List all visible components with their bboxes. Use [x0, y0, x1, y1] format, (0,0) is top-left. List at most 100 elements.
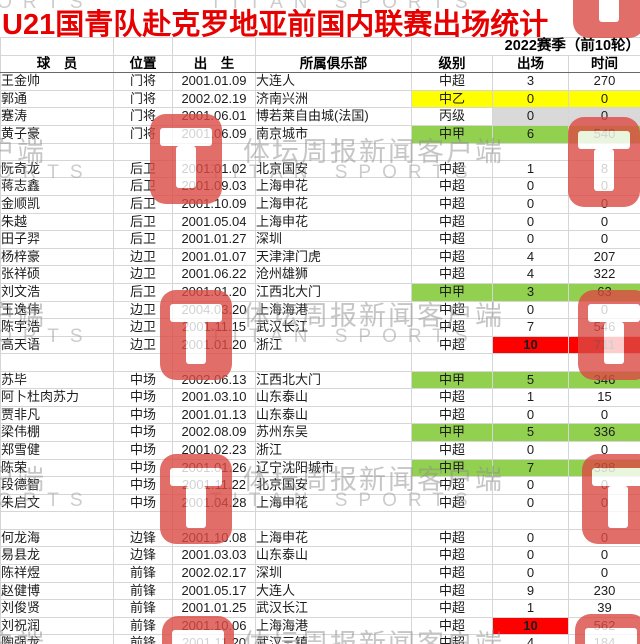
cell-level: 中甲 — [411, 370, 493, 390]
cell-level — [411, 511, 493, 530]
cell-level: 中超 — [411, 546, 493, 565]
player-row: 梁伟棚 中场 2002.08.09 苏州东吴 中甲 5 336 — [0, 423, 640, 443]
cell-time: 63 — [567, 283, 640, 302]
player-row: 阿卜杜肉苏力 中场 2001.03.10 山东泰山 中超 1 15 — [0, 388, 640, 407]
cell-level: 中超 — [411, 300, 493, 320]
cell-time: 207 — [567, 247, 640, 267]
cell-apps: 0 — [492, 563, 569, 583]
cell-level: 中超 — [411, 177, 493, 197]
cell-born: 2001.01.25 — [172, 599, 256, 618]
cell-born — [172, 353, 256, 372]
cell-position: 边卫 — [113, 300, 173, 320]
cell-apps: 1 — [492, 599, 569, 618]
cell-apps: 4 — [492, 247, 569, 267]
cell-position — [113, 353, 173, 372]
cell-position: 边锋 — [113, 546, 173, 565]
cell-position: 前锋 — [113, 599, 173, 618]
cell-time: 39 — [567, 599, 640, 618]
cell-name: 黄子豪 — [0, 124, 114, 144]
cell-level: 中超 — [411, 159, 493, 179]
cell-apps: 0 — [492, 405, 569, 425]
cell-level: 中甲 — [411, 283, 493, 302]
cell-position: 边卫 — [113, 335, 173, 355]
cell-club: 大连人 — [255, 581, 412, 601]
cell-name: 贾非凡 — [0, 405, 114, 425]
cell-level: 中超 — [411, 581, 493, 601]
cell-apps: 3 — [492, 283, 569, 302]
cell-name: 梁伟棚 — [0, 423, 114, 443]
player-row: 蒋志鑫 后卫 2001.09.03 上海申花 中超 0 0 — [0, 177, 640, 197]
cell-apps: 0 — [492, 177, 569, 197]
cell-time: 0 — [567, 195, 640, 214]
col-header-position: 位置 — [113, 54, 173, 74]
separator-row — [0, 511, 640, 530]
player-row: 高天语 边卫 2001.01.20 浙江 中超 10 711 — [0, 335, 640, 355]
cell-position: 中场 — [113, 441, 173, 460]
cell-name — [0, 142, 114, 161]
cell-club — [255, 353, 412, 372]
player-row: 段德智 中场 2001.11.22 北京国安 中超 0 0 — [0, 476, 640, 495]
cell-club: 济南兴洲 — [255, 89, 412, 109]
cell-apps: 4 — [492, 265, 569, 285]
cell-club: 北京国安 — [255, 159, 412, 179]
cell-apps: 0 — [492, 476, 569, 495]
cell-club: 江西北大门 — [255, 370, 412, 390]
cell-time: 0 — [567, 212, 640, 232]
player-row: 刘文浩 后卫 2001.01.20 江西北大门 中甲 3 63 — [0, 283, 640, 302]
cell-name: 何龙海 — [0, 528, 114, 548]
cell-born: 2001.01.07 — [172, 247, 256, 267]
cell-position: 前锋 — [113, 581, 173, 601]
cell-time: 0 — [567, 528, 640, 548]
cell-time: 398 — [567, 458, 640, 478]
cell-name: 刘文浩 — [0, 283, 114, 302]
cell-position: 后卫 — [113, 195, 173, 214]
cell-club: 武汉长江 — [255, 599, 412, 618]
cell-level: 中甲 — [411, 458, 493, 478]
player-row: 易县龙 边锋 2001.03.03 山东泰山 中超 0 0 — [0, 546, 640, 565]
stats-table-wrap: 2022赛季（前10轮） 球 员 位置 出 生 所属俱乐部 级别 出场 时间 王… — [0, 37, 640, 644]
cell-level — [411, 142, 493, 161]
cell-time: 562 — [567, 616, 640, 636]
cell-time: 0 — [567, 546, 640, 565]
cell-club: 山东泰山 — [255, 405, 412, 425]
cell-born: 2001.06.09 — [172, 124, 256, 144]
cell-level: 中超 — [411, 599, 493, 618]
stats-table: 2022赛季（前10轮） 球 员 位置 出 生 所属俱乐部 级别 出场 时间 王… — [0, 37, 640, 644]
cell-position: 门将 — [113, 124, 173, 144]
cell-apps: 0 — [492, 107, 569, 126]
cell-time: 322 — [567, 265, 640, 285]
player-row: 刘祝润 前锋 2001.10.06 上海海港 中超 10 562 — [0, 616, 640, 636]
cell-time: 711 — [567, 335, 640, 355]
player-row: 何龙海 边锋 2001.10.08 上海申花 中超 0 0 — [0, 528, 640, 548]
cell-born: 2001.05.17 — [172, 581, 256, 601]
player-row: 蹇涛 门将 2001.06.01 博若莱自由城(法国) 丙级 0 0 — [0, 107, 640, 126]
cell-name: 阮奇龙 — [0, 159, 114, 179]
cell-position: 中场 — [113, 458, 173, 478]
cell-club: 浙江 — [255, 335, 412, 355]
cell-position: 前锋 — [113, 563, 173, 583]
cell-name: 郭通 — [0, 89, 114, 109]
cell-born: 2001.01.20 — [172, 283, 256, 302]
cell-born: 2001.01.09 — [172, 72, 256, 91]
player-row: 朱启文 中场 2001.04.28 上海申花 中超 0 0 — [0, 493, 640, 513]
cell-club: 苏州东吴 — [255, 423, 412, 443]
col-header-apps: 出场 — [492, 54, 569, 74]
cell-name: 金顺凯 — [0, 195, 114, 214]
cell-apps: 0 — [492, 300, 569, 320]
cell-born — [172, 142, 256, 161]
player-row: 赵健博 前锋 2001.05.17 大连人 中超 9 230 — [0, 581, 640, 601]
cell-born: 2001.09.03 — [172, 177, 256, 197]
cell-time: 0 — [567, 300, 640, 320]
cell-club — [255, 511, 412, 530]
cell-name: 苏毕 — [0, 370, 114, 390]
cell-time: 0 — [567, 89, 640, 109]
cell-time: 8 — [567, 159, 640, 179]
player-row: 黄子豪 门将 2001.06.09 南京城市 中甲 6 540 — [0, 124, 640, 144]
player-row: 杨梓豪 边卫 2001.01.07 天津津门虎 中超 4 207 — [0, 247, 640, 267]
cell-level: 中超 — [411, 563, 493, 583]
player-row: 金顺凯 后卫 2001.10.09 上海申花 中超 0 0 — [0, 195, 640, 214]
cell-club: 上海申花 — [255, 177, 412, 197]
cell-time: 0 — [567, 107, 640, 126]
cell-time: 0 — [567, 563, 640, 583]
cell-position: 后卫 — [113, 230, 173, 249]
